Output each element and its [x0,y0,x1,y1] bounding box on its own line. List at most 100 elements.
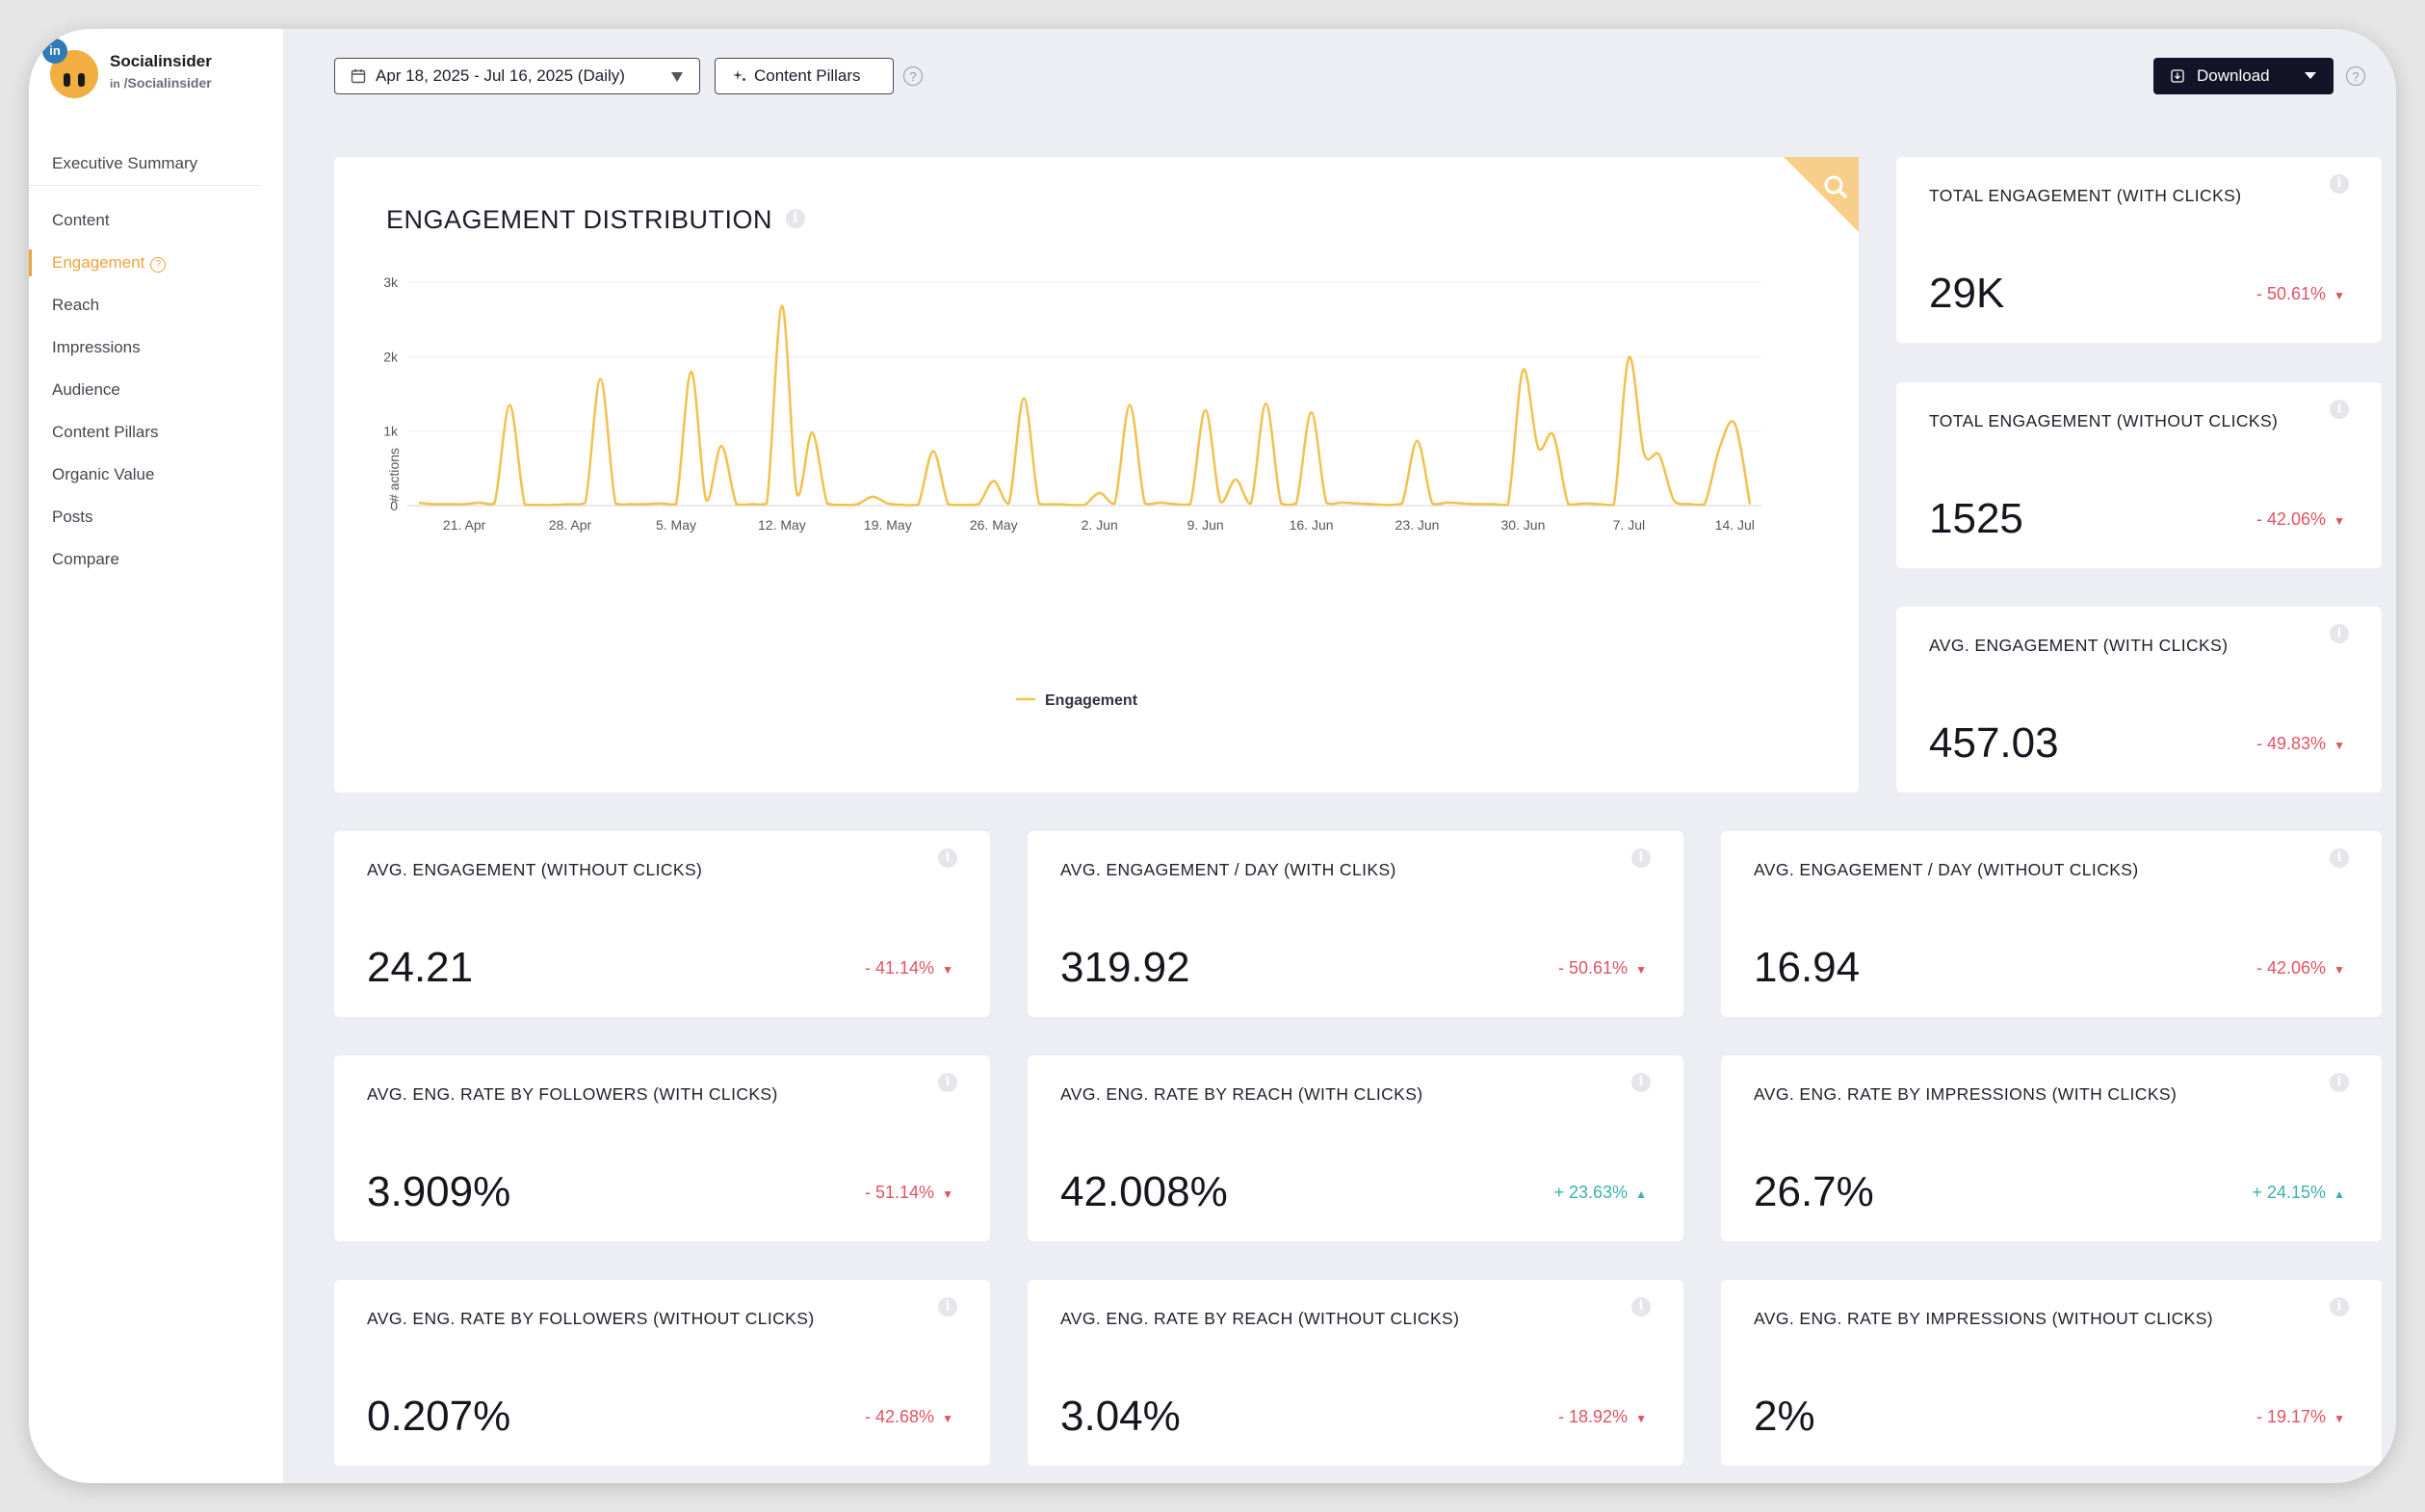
x-tick-label: 7. Jul [1613,517,1645,533]
sidebar-item-posts[interactable]: Posts [52,508,93,526]
sidebar-item-content[interactable]: Content [52,211,110,229]
sidebar: in Socialinsider in/Socialinsider Execut… [29,29,283,1483]
info-icon[interactable]: i [2330,848,2349,868]
x-tick-label: 12. May [758,517,806,533]
metric-value: 0.207% [367,1393,511,1440]
metric-value: 319.92 [1060,944,1190,991]
x-tick-label: 26. May [970,517,1018,533]
info-icon[interactable]: i [2330,400,2349,419]
metric-card: AVG. ENG. RATE BY FOLLOWERS (WITH CLICKS… [334,1056,990,1241]
metric-card: AVG. ENGAGEMENT (WITHOUT CLICKS) i 24.21… [334,831,990,1017]
metric-card: TOTAL ENGAGEMENT (WITHOUT CLICKS) i 1525… [1896,382,2382,568]
legend-item-engagement: Engagement [1045,692,1138,709]
x-tick-label: 2. Jun [1082,517,1118,533]
metric-label: TOTAL ENGAGEMENT (WITHOUT CLICKS) [1929,411,2279,430]
info-icon[interactable]: i [786,208,806,228]
metric-value: 3.04% [1060,1393,1181,1440]
info-icon[interactable]: i [1631,848,1651,868]
metric-change: - 41.14% [864,958,934,978]
info-icon[interactable]: i [938,1073,957,1092]
sidebar-item-executive-summary[interactable]: Executive Summary [29,143,260,186]
metric-change: - 42.06% [2256,509,2326,529]
help-icon[interactable]: ? [150,257,167,273]
metric-change: - 18.92% [1557,1407,1628,1426]
metric-label: AVG. ENGAGEMENT (WITHOUT CLICKS) [367,860,703,879]
engagement-chart: 0 1k 2k 3k 21. Apr 28. Apr 5. May 12. May 19. M… [383,274,1761,709]
content-pillars-button[interactable]: Content Pillars [715,58,894,94]
metric-card: AVG. ENG. RATE BY FOLLOWERS (WITHOUT CLI… [334,1280,990,1466]
metric-change: + 24.15% [2252,1183,2326,1202]
metric-value: 457.03 [1929,719,2059,767]
metric-value: 16.94 [1754,944,1861,991]
metric-change: - 51.14% [864,1183,934,1202]
info-icon[interactable]: i [2330,174,2349,194]
info-icon[interactable]: i [1631,1297,1651,1316]
caret-down-icon: ▼ [1635,963,1647,977]
series-line-engagement [418,304,1752,507]
info-icon[interactable]: i [1631,1073,1651,1092]
caret-down-icon: ▼ [2334,514,2345,528]
date-range-picker[interactable]: Apr 18, 2025 - Jul 16, 2025 (Daily) [334,58,700,94]
help-icon[interactable]: ? [2346,66,2365,86]
app-window: in Socialinsider in/Socialinsider Execut… [29,29,2396,1483]
caret-down-icon: ▼ [2334,289,2345,302]
download-icon [2171,69,2184,83]
x-tick-label: 21. Apr [443,517,486,533]
metric-change: - 42.68% [864,1407,934,1426]
metric-card: AVG. ENGAGEMENT / DAY (WITHOUT CLICKS) i… [1721,831,2382,1017]
help-icon[interactable]: ? [903,66,923,86]
y-tick-label: 1k [383,424,399,439]
engagement-distribution-card: ENGAGEMENT DISTRIBUTION i 0 1k 2k 3k 21. Apr… [334,157,1859,793]
caret-down-icon: ▼ [942,1412,953,1425]
caret-up-icon: ▲ [2334,1187,2345,1201]
info-icon[interactable]: i [938,1297,957,1316]
metric-value: 2% [1754,1393,1815,1440]
sidebar-item-organic-value[interactable]: Organic Value [52,465,155,483]
sidebar-item-engagement[interactable]: Engagement? [29,242,283,284]
legend[interactable]: Engagement [1016,692,1138,709]
caret-down-icon: ▼ [2334,1412,2345,1425]
metric-card: AVG. ENGAGEMENT / DAY (WITH CLIKS) i 319… [1028,831,1683,1017]
metric-change: + 23.63% [1553,1183,1628,1202]
y-tick-label: 0 [390,498,398,513]
y-tick-label: 3k [383,274,399,290]
metric-label: TOTAL ENGAGEMENT (WITH CLICKS) [1929,186,2242,205]
x-tick-label: 19. May [864,517,912,533]
chevron-down-icon[interactable] [2305,72,2316,80]
zoom-icon[interactable] [1784,157,1859,232]
sidebar-item-audience[interactable]: Audience [52,380,120,399]
sidebar-item-content-pillars[interactable]: Content Pillars [52,423,159,441]
brand-name: Socialinsider [110,52,212,70]
metric-value: 3.909% [367,1168,511,1215]
metric-label: AVG. ENG. RATE BY REACH (WITHOUT CLICKS) [1060,1309,1460,1328]
metric-change: - 50.61% [1557,958,1628,978]
dropdown-arrow-icon [671,72,683,82]
linkedin-icon: in [42,39,67,64]
metric-value: 29K [1929,270,2005,317]
metric-value: 24.21 [367,944,474,991]
sidebar-nav: Executive Summary Content Engagement? Re… [29,143,283,581]
info-icon[interactable]: i [2330,1073,2349,1092]
sidebar-item-impressions[interactable]: Impressions [52,338,141,356]
metric-value: 42.008% [1060,1168,1228,1215]
metric-label: AVG. ENG. RATE BY IMPRESSIONS (WITHOUT C… [1754,1309,2214,1328]
info-icon[interactable]: i [938,848,957,868]
metric-change: - 42.06% [2256,958,2326,978]
sidebar-item-reach[interactable]: Reach [52,296,100,314]
x-tick-label: 14. Jul [1715,517,1755,533]
sidebar-item-compare[interactable]: Compare [52,550,119,568]
x-tick-label: 9. Jun [1187,517,1224,533]
caret-up-icon: ▲ [1635,1187,1647,1201]
y-tick-label: 2k [383,349,399,364]
y-axis-label: # actions [386,448,402,502]
metric-label: AVG. ENG. RATE BY FOLLOWERS (WITHOUT CLI… [367,1309,815,1328]
metric-label: AVG. ENGAGEMENT (WITH CLICKS) [1929,636,2229,655]
metric-label: AVG. ENG. RATE BY IMPRESSIONS (WITH CLIC… [1754,1084,2177,1104]
info-icon[interactable]: i [2330,624,2349,643]
x-tick-label: 5. May [656,517,696,533]
download-button[interactable]: Download [2153,58,2334,94]
info-icon[interactable]: i [2330,1297,2349,1316]
x-tick-label: 28. Apr [549,517,592,533]
metric-label: AVG. ENGAGEMENT / DAY (WITHOUT CLICKS) [1754,860,2139,879]
sparkle-icon [733,70,745,81]
